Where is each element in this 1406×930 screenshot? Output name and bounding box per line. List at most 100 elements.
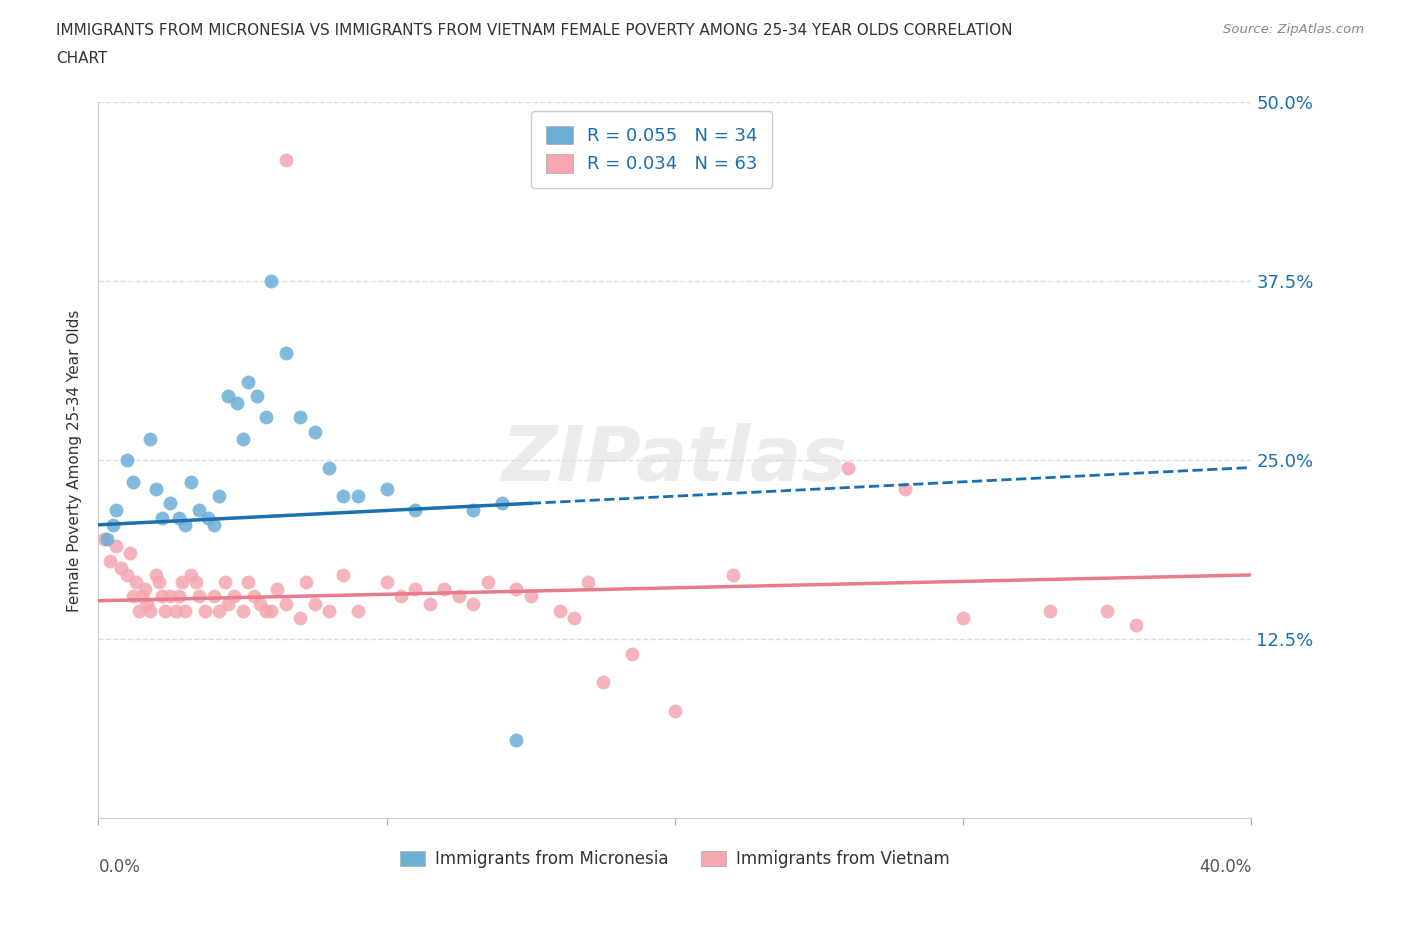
Point [491,496,513,511]
Point [249,596,271,611]
Text: Source: ZipAtlas.com: Source: ZipAtlas.com [1223,23,1364,36]
Point [266,582,288,597]
Point [180,474,202,489]
Point [93,532,115,547]
Point [231,432,254,446]
Text: 40.0%: 40.0% [1199,857,1251,876]
Point [134,582,156,597]
Text: CHART: CHART [56,51,108,66]
Point [419,596,441,611]
Text: ZIPatlas: ZIPatlas [502,423,848,498]
Point [186,575,208,590]
Point [332,489,354,504]
Point [1125,618,1147,632]
Point [290,610,312,625]
Point [174,604,197,618]
Point [952,610,974,625]
Point [122,589,145,604]
Point [197,511,219,525]
Point [238,374,260,389]
Point [304,424,326,439]
Point [520,589,543,604]
Point [117,453,139,468]
Y-axis label: Female Poverty Among 25-34 Year Olds: Female Poverty Among 25-34 Year Olds [67,309,83,612]
Point [290,410,312,425]
Point [405,503,427,518]
Point [463,596,485,611]
Point [562,610,585,625]
Point [318,460,340,475]
Point [145,482,167,497]
Point [254,410,277,425]
Point [222,589,245,604]
Legend: Immigrants from Micronesia, Immigrants from Vietnam: Immigrants from Micronesia, Immigrants f… [392,844,957,874]
Point [101,517,124,532]
Point [238,575,260,590]
Point [104,503,127,518]
Point [548,604,571,618]
Point [150,589,173,604]
Point [274,596,297,611]
Text: IMMIGRANTS FROM MICRONESIA VS IMMIGRANTS FROM VIETNAM FEMALE POVERTY AMONG 25-34: IMMIGRANTS FROM MICRONESIA VS IMMIGRANTS… [56,23,1012,38]
Point [274,346,297,361]
Point [347,604,370,618]
Point [347,489,370,504]
Point [188,503,211,518]
Text: 0.0%: 0.0% [98,857,141,876]
Point [225,395,247,410]
Point [477,575,499,590]
Point [98,553,121,568]
Point [592,675,614,690]
Point [620,646,643,661]
Point [153,604,176,618]
Point [194,604,217,618]
Point [202,517,225,532]
Point [375,482,398,497]
Point [217,389,239,404]
Point [332,567,354,582]
Point [405,582,427,597]
Point [131,589,153,604]
Point [664,703,686,718]
Point [837,460,859,475]
Point [318,604,340,618]
Point [208,604,231,618]
Point [1097,604,1119,618]
Point [174,517,197,532]
Point [159,589,181,604]
Point [505,582,527,597]
Point [128,604,150,618]
Point [304,596,326,611]
Point [145,567,167,582]
Point [505,732,527,747]
Point [104,538,127,553]
Point [159,496,181,511]
Point [167,511,190,525]
Point [433,582,456,597]
Point [139,604,162,618]
Point [894,482,917,497]
Point [246,389,269,404]
Point [148,575,170,590]
Point [375,575,398,590]
Point [295,575,318,590]
Point [167,589,190,604]
Point [721,567,744,582]
Point [202,589,225,604]
Point [180,567,202,582]
Point [274,153,297,167]
Point [139,432,162,446]
Point [170,575,193,590]
Point [214,575,236,590]
Point [389,589,412,604]
Point [260,604,283,618]
Point [188,589,211,604]
Point [117,567,139,582]
Point [447,589,470,604]
Point [96,532,118,547]
Point [463,503,485,518]
Point [150,511,173,525]
Point [208,489,231,504]
Point [136,596,159,611]
Point [217,596,239,611]
